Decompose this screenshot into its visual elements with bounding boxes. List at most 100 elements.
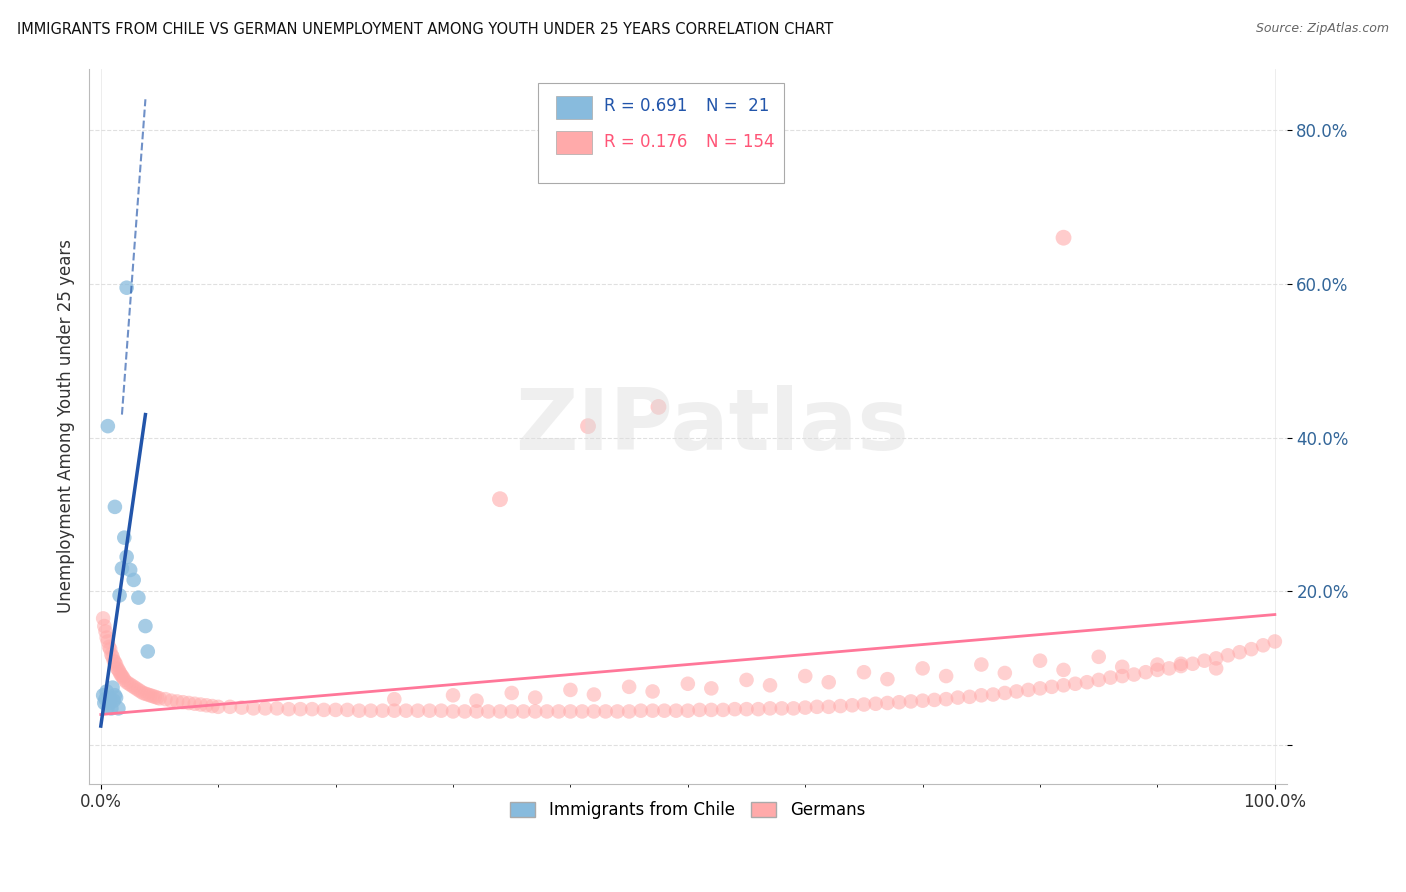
Point — [115, 281, 138, 295]
Point — [96, 684, 118, 698]
Text: N = 154: N = 154 — [706, 133, 775, 151]
Point — [111, 669, 134, 683]
Point — [94, 692, 117, 706]
Point — [132, 686, 155, 700]
Point — [817, 675, 839, 690]
Point — [935, 692, 957, 706]
Point — [571, 705, 593, 719]
Text: ZIPatlas: ZIPatlas — [515, 384, 908, 467]
Point — [97, 634, 120, 648]
Point — [97, 419, 120, 434]
Point — [1170, 657, 1192, 671]
Point — [560, 705, 582, 719]
Point — [120, 563, 142, 577]
Point — [141, 689, 163, 703]
Point — [735, 673, 758, 687]
Point — [817, 699, 839, 714]
Point — [104, 688, 127, 702]
Point — [134, 687, 156, 701]
Point — [770, 701, 793, 715]
Point — [1029, 681, 1052, 696]
Point — [465, 705, 488, 719]
Point — [959, 690, 981, 704]
Point — [347, 704, 370, 718]
Point — [148, 691, 170, 706]
Point — [97, 699, 120, 714]
Point — [127, 682, 149, 697]
Point — [1005, 684, 1028, 698]
Y-axis label: Unemployment Among Youth under 25 years: Unemployment Among Youth under 25 years — [58, 239, 75, 613]
Point — [547, 705, 569, 719]
Point — [312, 703, 335, 717]
Point — [160, 694, 183, 708]
Point — [103, 694, 125, 708]
Point — [105, 661, 128, 675]
Point — [395, 704, 418, 718]
Point — [1135, 665, 1157, 680]
Text: N =  21: N = 21 — [706, 97, 769, 115]
Point — [100, 701, 122, 715]
Point — [101, 681, 124, 695]
Point — [935, 669, 957, 683]
Point — [219, 699, 242, 714]
Point — [794, 669, 817, 683]
Point — [689, 703, 711, 717]
Point — [177, 696, 200, 710]
Point — [108, 588, 131, 602]
Point — [108, 665, 131, 680]
FancyBboxPatch shape — [557, 95, 592, 119]
Point — [560, 682, 582, 697]
Point — [606, 705, 628, 719]
Point — [112, 673, 135, 687]
Point — [641, 684, 664, 698]
Point — [115, 549, 138, 564]
Point — [1017, 682, 1039, 697]
Point — [665, 704, 688, 718]
Point — [120, 678, 142, 692]
Point — [111, 561, 134, 575]
Point — [946, 690, 969, 705]
Point — [911, 661, 934, 675]
Point — [107, 663, 129, 677]
Point — [1170, 659, 1192, 673]
Point — [360, 704, 382, 718]
Point — [617, 680, 640, 694]
Point — [454, 705, 477, 719]
Point — [852, 665, 875, 680]
Point — [1052, 678, 1074, 692]
Point — [1076, 675, 1098, 690]
Point — [93, 696, 115, 710]
FancyBboxPatch shape — [557, 131, 592, 154]
Point — [994, 665, 1017, 680]
Point — [1205, 651, 1227, 665]
Point — [190, 698, 212, 712]
Point — [98, 696, 121, 710]
Point — [876, 696, 898, 710]
Point — [1111, 660, 1133, 674]
Point — [430, 704, 453, 718]
Point — [201, 699, 224, 714]
Point — [465, 694, 488, 708]
Point — [1264, 634, 1286, 648]
Point — [676, 704, 699, 718]
Point — [1123, 667, 1146, 681]
Point — [876, 672, 898, 686]
Point — [830, 699, 852, 714]
Point — [325, 703, 347, 717]
Point — [1029, 654, 1052, 668]
Point — [1240, 642, 1263, 657]
Point — [747, 702, 769, 716]
Point — [136, 644, 159, 658]
Point — [172, 695, 194, 709]
Point — [1052, 663, 1074, 677]
Point — [301, 702, 323, 716]
Point — [1099, 671, 1122, 685]
Point — [852, 698, 875, 712]
Point — [104, 500, 127, 514]
Point — [105, 690, 128, 705]
Point — [735, 702, 758, 716]
Point — [1146, 663, 1168, 677]
Point — [641, 704, 664, 718]
Point — [794, 700, 817, 714]
Point — [98, 640, 121, 654]
